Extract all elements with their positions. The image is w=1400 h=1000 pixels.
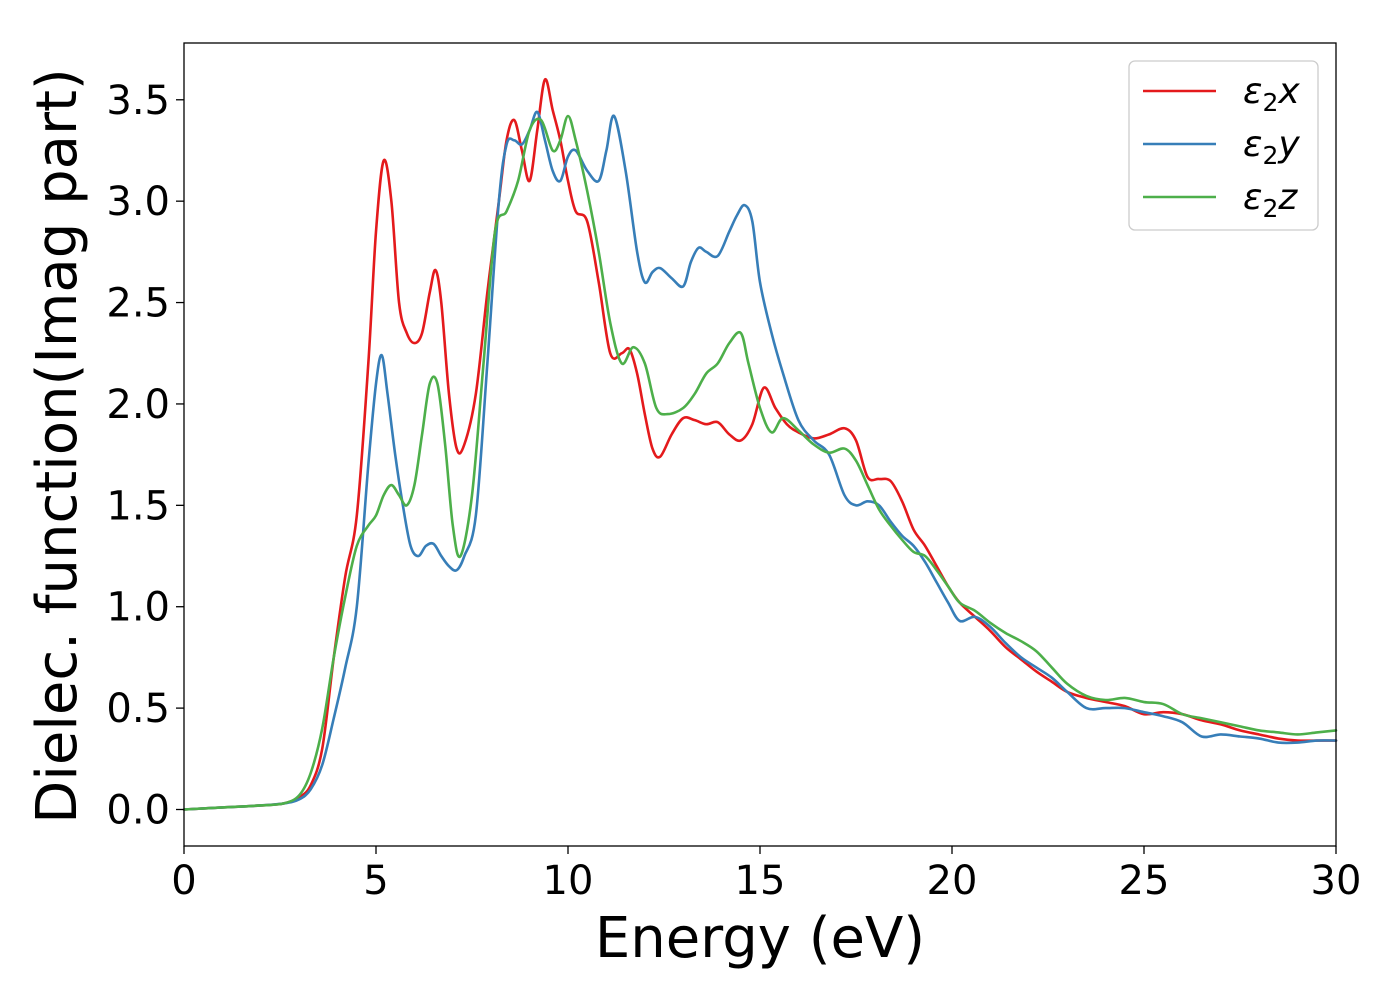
series-line-z: [182, 114, 1338, 811]
legend: ε2x ε2y ε2z: [1128, 60, 1319, 231]
y-tick-label: 2.5: [106, 281, 170, 327]
y-tick-label: 3.5: [106, 78, 170, 124]
x-tick-label: 30: [1311, 858, 1362, 904]
y-ticks: 0.0 0.5 1.0 1.5 2.0 2.5 3.0 3.5: [106, 78, 184, 834]
series-layer: [182, 78, 1338, 811]
legend-label-x: ε2x: [1243, 71, 1300, 117]
x-axis-label: Energy (eV): [595, 906, 925, 971]
x-tick-label: 10: [543, 858, 594, 904]
x-tick-label: 0: [171, 858, 196, 904]
series-line-x: [182, 78, 1338, 811]
legend-label-y: ε2y: [1243, 124, 1300, 170]
x-tick-label: 5: [363, 858, 388, 904]
y-axis-label: Dielec. function(Imag part): [25, 68, 90, 824]
y-tick-label: 1.5: [106, 483, 170, 529]
series-line-y: [182, 110, 1338, 811]
legend-box: [1128, 60, 1319, 231]
y-tick-label: 3.0: [106, 179, 170, 225]
plot-frame: [183, 42, 1337, 847]
y-tick-label: 0.0: [106, 788, 170, 834]
legend-label-z: ε2z: [1243, 177, 1298, 223]
y-tick-label: 2.0: [106, 382, 170, 428]
y-tick-label: 0.5: [106, 686, 170, 732]
x-tick-label: 25: [1119, 858, 1170, 904]
y-tick-label: 1.0: [106, 585, 170, 631]
x-tick-label: 15: [735, 858, 786, 904]
x-tick-label: 20: [927, 858, 978, 904]
x-ticks: 0 5 10 15 20 25 30: [171, 846, 1361, 904]
